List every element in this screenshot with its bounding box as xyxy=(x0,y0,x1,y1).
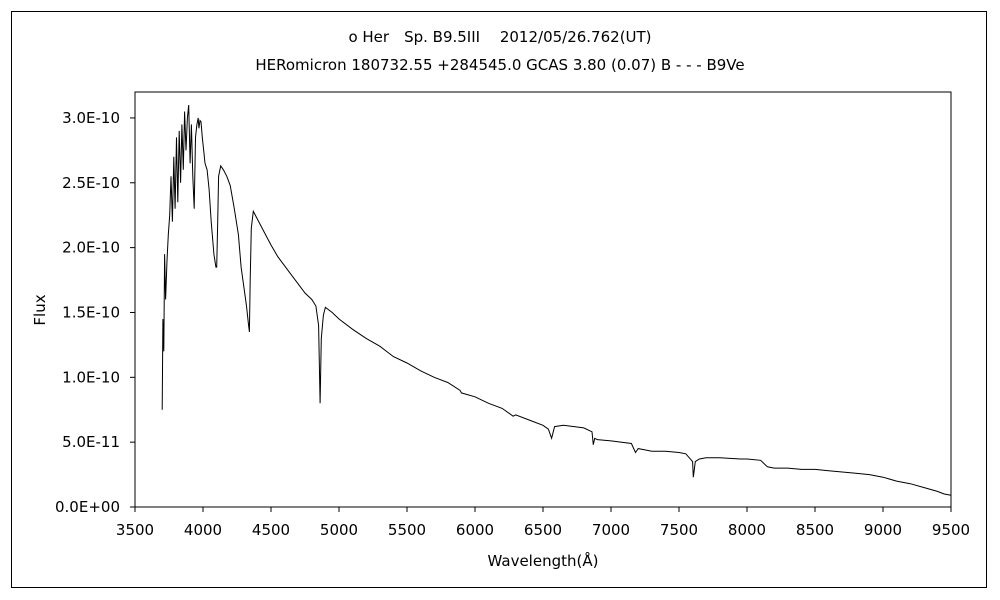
y-axis: 0.0E+00 5.0E-11 1.0E-10 1.5E-10 2.0E-10 2.5E-… xyxy=(55,109,135,516)
x-tick-label: 7500 xyxy=(660,521,698,539)
y-axis-label: Flux xyxy=(31,294,49,325)
y-tick-label: 2.0E-10 xyxy=(62,239,120,257)
x-tick-label: 8500 xyxy=(796,521,834,539)
x-tick-label: 5000 xyxy=(320,521,358,539)
x-axis: 3500 4000 4500 5000 5500 6000 6500 7000 7500 8000… xyxy=(116,507,970,539)
y-tick-label: 3.0E-10 xyxy=(62,109,120,127)
x-tick-label: 8000 xyxy=(728,521,766,539)
x-tick-label: 6500 xyxy=(524,521,562,539)
y-tick-label: 5.0E-11 xyxy=(62,433,120,451)
chart-subtitle: HERomicron 180732.55 +284545.0 GCAS 3.80… xyxy=(255,56,745,74)
x-tick-label: 9500 xyxy=(932,521,970,539)
chart-frame xyxy=(11,11,987,588)
x-tick-label: 7000 xyxy=(592,521,630,539)
x-tick-label: 9000 xyxy=(864,521,902,539)
chart-title: ο Her Sp. B9.5III 2012/05/26.762(UT) xyxy=(348,28,652,46)
x-tick-label: 3500 xyxy=(116,521,154,539)
y-tick-label: 1.0E-10 xyxy=(62,368,120,386)
y-tick-label: 1.5E-10 xyxy=(62,303,120,321)
y-tick-label: 2.5E-10 xyxy=(62,174,120,192)
x-tick-label: 6000 xyxy=(456,521,494,539)
y-tick-label: 0.0E+00 xyxy=(55,498,120,516)
x-tick-label: 4500 xyxy=(252,521,290,539)
plot-area xyxy=(134,91,952,508)
x-tick-label: 4000 xyxy=(184,521,222,539)
x-axis-label: Wavelength(Å) xyxy=(488,551,599,570)
series-line xyxy=(161,104,952,496)
x-tick-label: 5500 xyxy=(388,521,426,539)
